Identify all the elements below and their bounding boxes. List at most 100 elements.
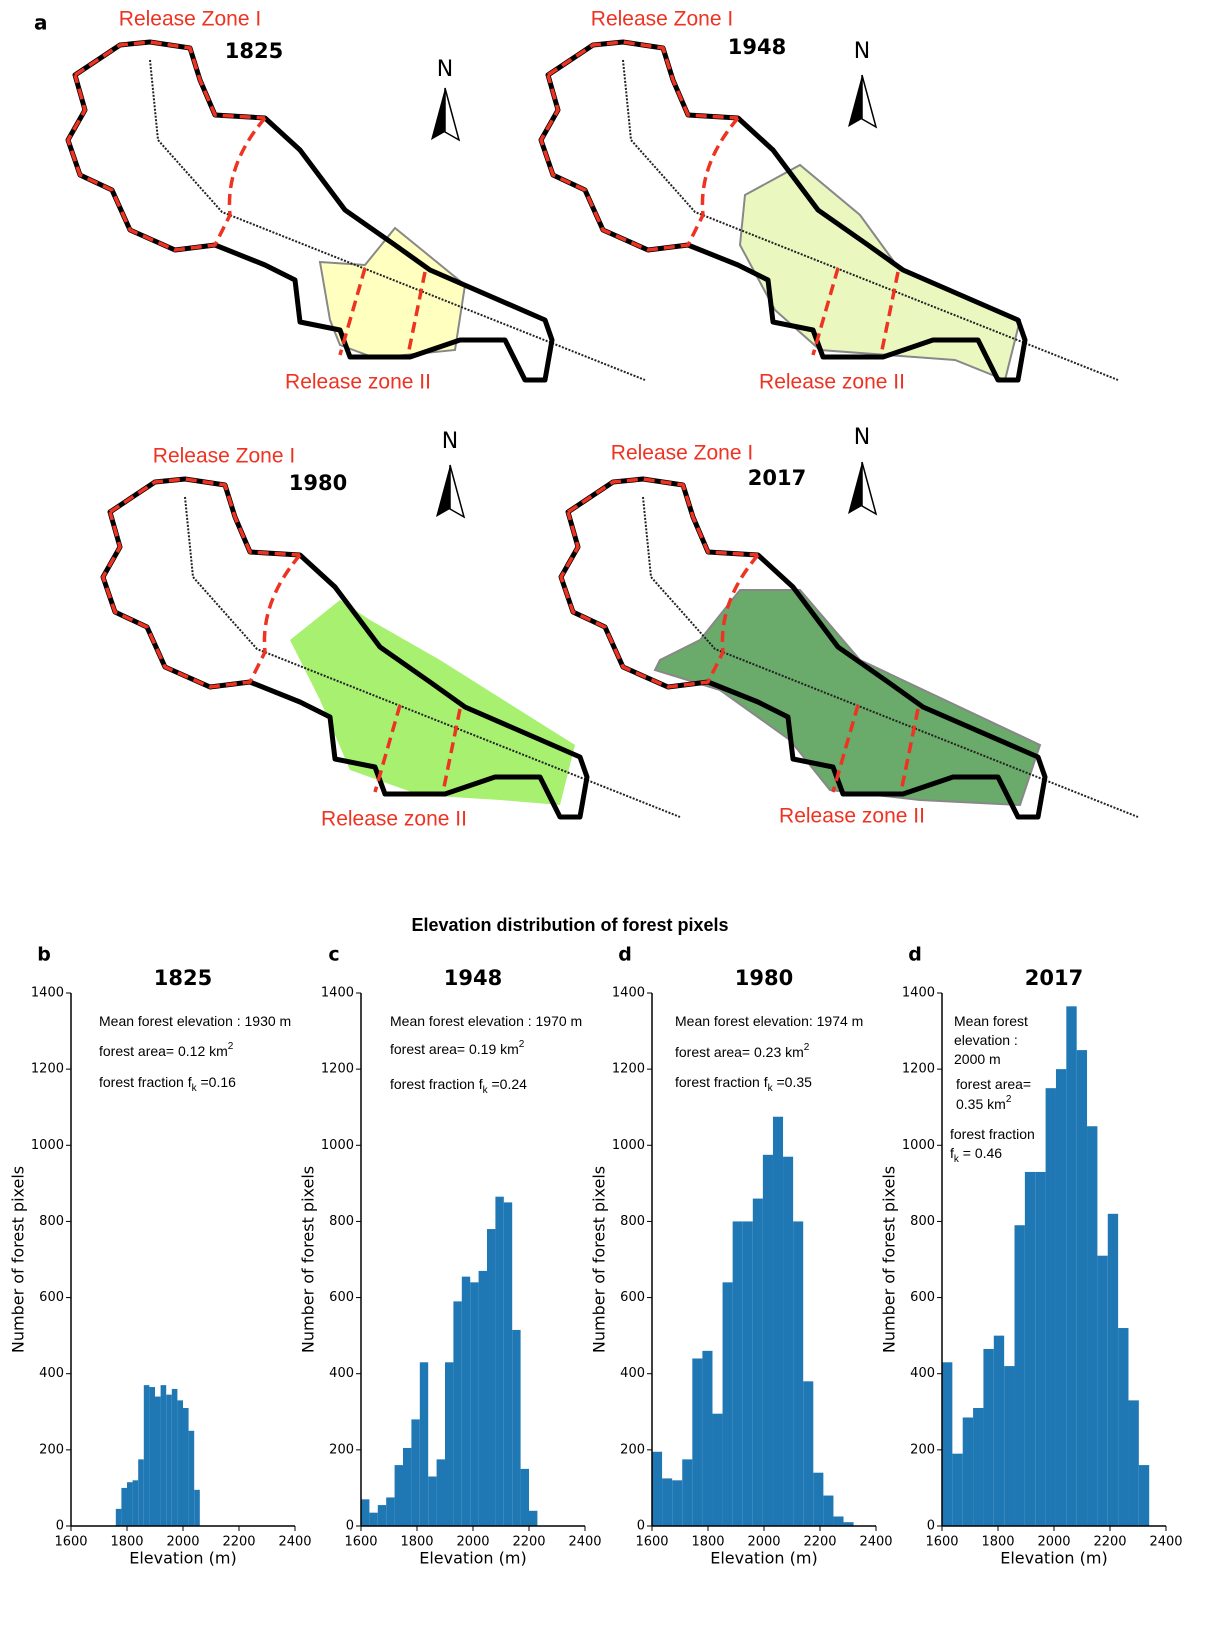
zone-label: Release Zone I	[153, 445, 295, 468]
bar	[529, 1510, 538, 1526]
annotation: forest fraction	[950, 1126, 1035, 1142]
annotation-part: elevation :	[954, 1032, 1018, 1048]
bar	[428, 1476, 437, 1526]
annotation-part: =0.35	[773, 1074, 813, 1090]
zone-label: Release Zone I	[611, 442, 753, 465]
y-tick-label: 400	[39, 1366, 64, 1381]
bar	[952, 1453, 963, 1526]
annotation-part: 2	[519, 1039, 525, 1050]
bar	[973, 1407, 984, 1526]
x-tick-label: 1800	[981, 1535, 1014, 1550]
bar	[662, 1478, 673, 1526]
annotation: forest fraction fk =0.24	[390, 1076, 527, 1096]
x-axis-label: Elevation (m)	[129, 1549, 236, 1568]
annotation-part: 2000 m	[954, 1051, 1001, 1067]
bar	[453, 1301, 462, 1526]
bar	[993, 1335, 1005, 1526]
annotation-part: forest fraction f	[675, 1074, 768, 1090]
x-tick-label: 1800	[400, 1535, 433, 1550]
bar	[1128, 1400, 1139, 1526]
annotation-part: k	[954, 1154, 960, 1165]
bar	[411, 1419, 420, 1526]
x-tick-label: 1600	[54, 1535, 87, 1550]
y-tick-label: 400	[329, 1366, 354, 1381]
bar	[361, 1499, 370, 1526]
bar	[692, 1358, 703, 1526]
figure-title: Elevation distribution of forest pixels	[411, 915, 728, 935]
y-tick-label: 1000	[902, 1138, 935, 1153]
annotation-part: f	[950, 1145, 954, 1161]
annotation-part: forest area= 0.19 km	[390, 1041, 519, 1057]
annotation: elevation :	[954, 1032, 1018, 1048]
bar	[1107, 1213, 1119, 1526]
annotation: 0.35 km2	[956, 1094, 1012, 1112]
bar	[652, 1451, 663, 1526]
annotation-part: forest fraction	[950, 1126, 1035, 1142]
annotation-part: =0.16	[197, 1074, 237, 1090]
forest	[290, 600, 575, 805]
x-tick-label: 2200	[222, 1535, 255, 1550]
x-tick-label: 1800	[691, 1535, 724, 1550]
bar	[833, 1516, 844, 1526]
map	[561, 461, 1139, 817]
bar	[478, 1270, 487, 1526]
bar	[403, 1447, 412, 1526]
bar	[1118, 1328, 1129, 1526]
bar	[1035, 1171, 1046, 1526]
zone-label: Release zone II	[759, 371, 905, 394]
y-tick-label: 600	[329, 1290, 354, 1305]
bar	[461, 1276, 471, 1526]
bar	[1024, 1171, 1036, 1526]
x-tick-label: 2200	[512, 1535, 545, 1550]
y-tick-label: 1200	[321, 1062, 354, 1077]
y-tick-label: 200	[620, 1442, 645, 1457]
annotation-part: k	[483, 1085, 489, 1096]
bar	[752, 1198, 763, 1526]
bar	[1045, 1088, 1056, 1526]
bar	[121, 1487, 127, 1526]
chart-title: 1980	[735, 966, 793, 990]
annotation-part: =0.24	[488, 1076, 528, 1092]
annotation-part: 2	[804, 1042, 810, 1053]
bar	[419, 1362, 429, 1526]
bar	[742, 1221, 753, 1526]
x-tick-label: 2000	[747, 1535, 780, 1550]
y-tick-label: 1200	[902, 1062, 935, 1077]
annotation-part: forest area= 0.23 km	[675, 1044, 804, 1060]
zone-label: Release zone II	[321, 808, 467, 831]
annotation-part: Mean forest elevation : 1970 m	[390, 1013, 582, 1029]
north-label: N	[854, 425, 870, 450]
y-tick-label: 1000	[321, 1138, 354, 1153]
bar	[712, 1413, 723, 1526]
forest	[653, 589, 1042, 807]
north-label: N	[437, 57, 453, 82]
bar	[143, 1385, 150, 1526]
panel-label: b	[37, 944, 51, 966]
forest	[738, 163, 1022, 382]
annotation-part: forest fraction f	[99, 1074, 192, 1090]
bar	[115, 1508, 122, 1526]
bar	[1055, 1069, 1067, 1526]
x-tick-label: 2400	[568, 1535, 601, 1550]
bar	[160, 1385, 167, 1526]
y-axis-label: Number of forest pixels	[9, 1166, 28, 1353]
annotation: forest area=	[956, 1076, 1031, 1092]
map-year: 1948	[728, 35, 786, 59]
bar	[1066, 1006, 1077, 1526]
chart-title: 1825	[154, 966, 212, 990]
bar	[520, 1468, 529, 1526]
bar	[1138, 1465, 1150, 1526]
zone-label: Release Zone I	[119, 8, 261, 31]
bar	[377, 1505, 387, 1526]
annotation: forest area= 0.12 km2	[99, 1041, 234, 1059]
map	[68, 42, 646, 380]
annotation-part: 0.35 km	[956, 1096, 1006, 1112]
y-tick-label: 1000	[612, 1138, 645, 1153]
bar	[149, 1387, 155, 1526]
bar	[1004, 1366, 1015, 1526]
x-axis-label: Elevation (m)	[1000, 1549, 1107, 1568]
bar	[495, 1196, 504, 1526]
bar	[369, 1512, 378, 1526]
annotation-part: k	[192, 1083, 198, 1094]
y-axis-label: Number of forest pixels	[880, 1166, 899, 1353]
